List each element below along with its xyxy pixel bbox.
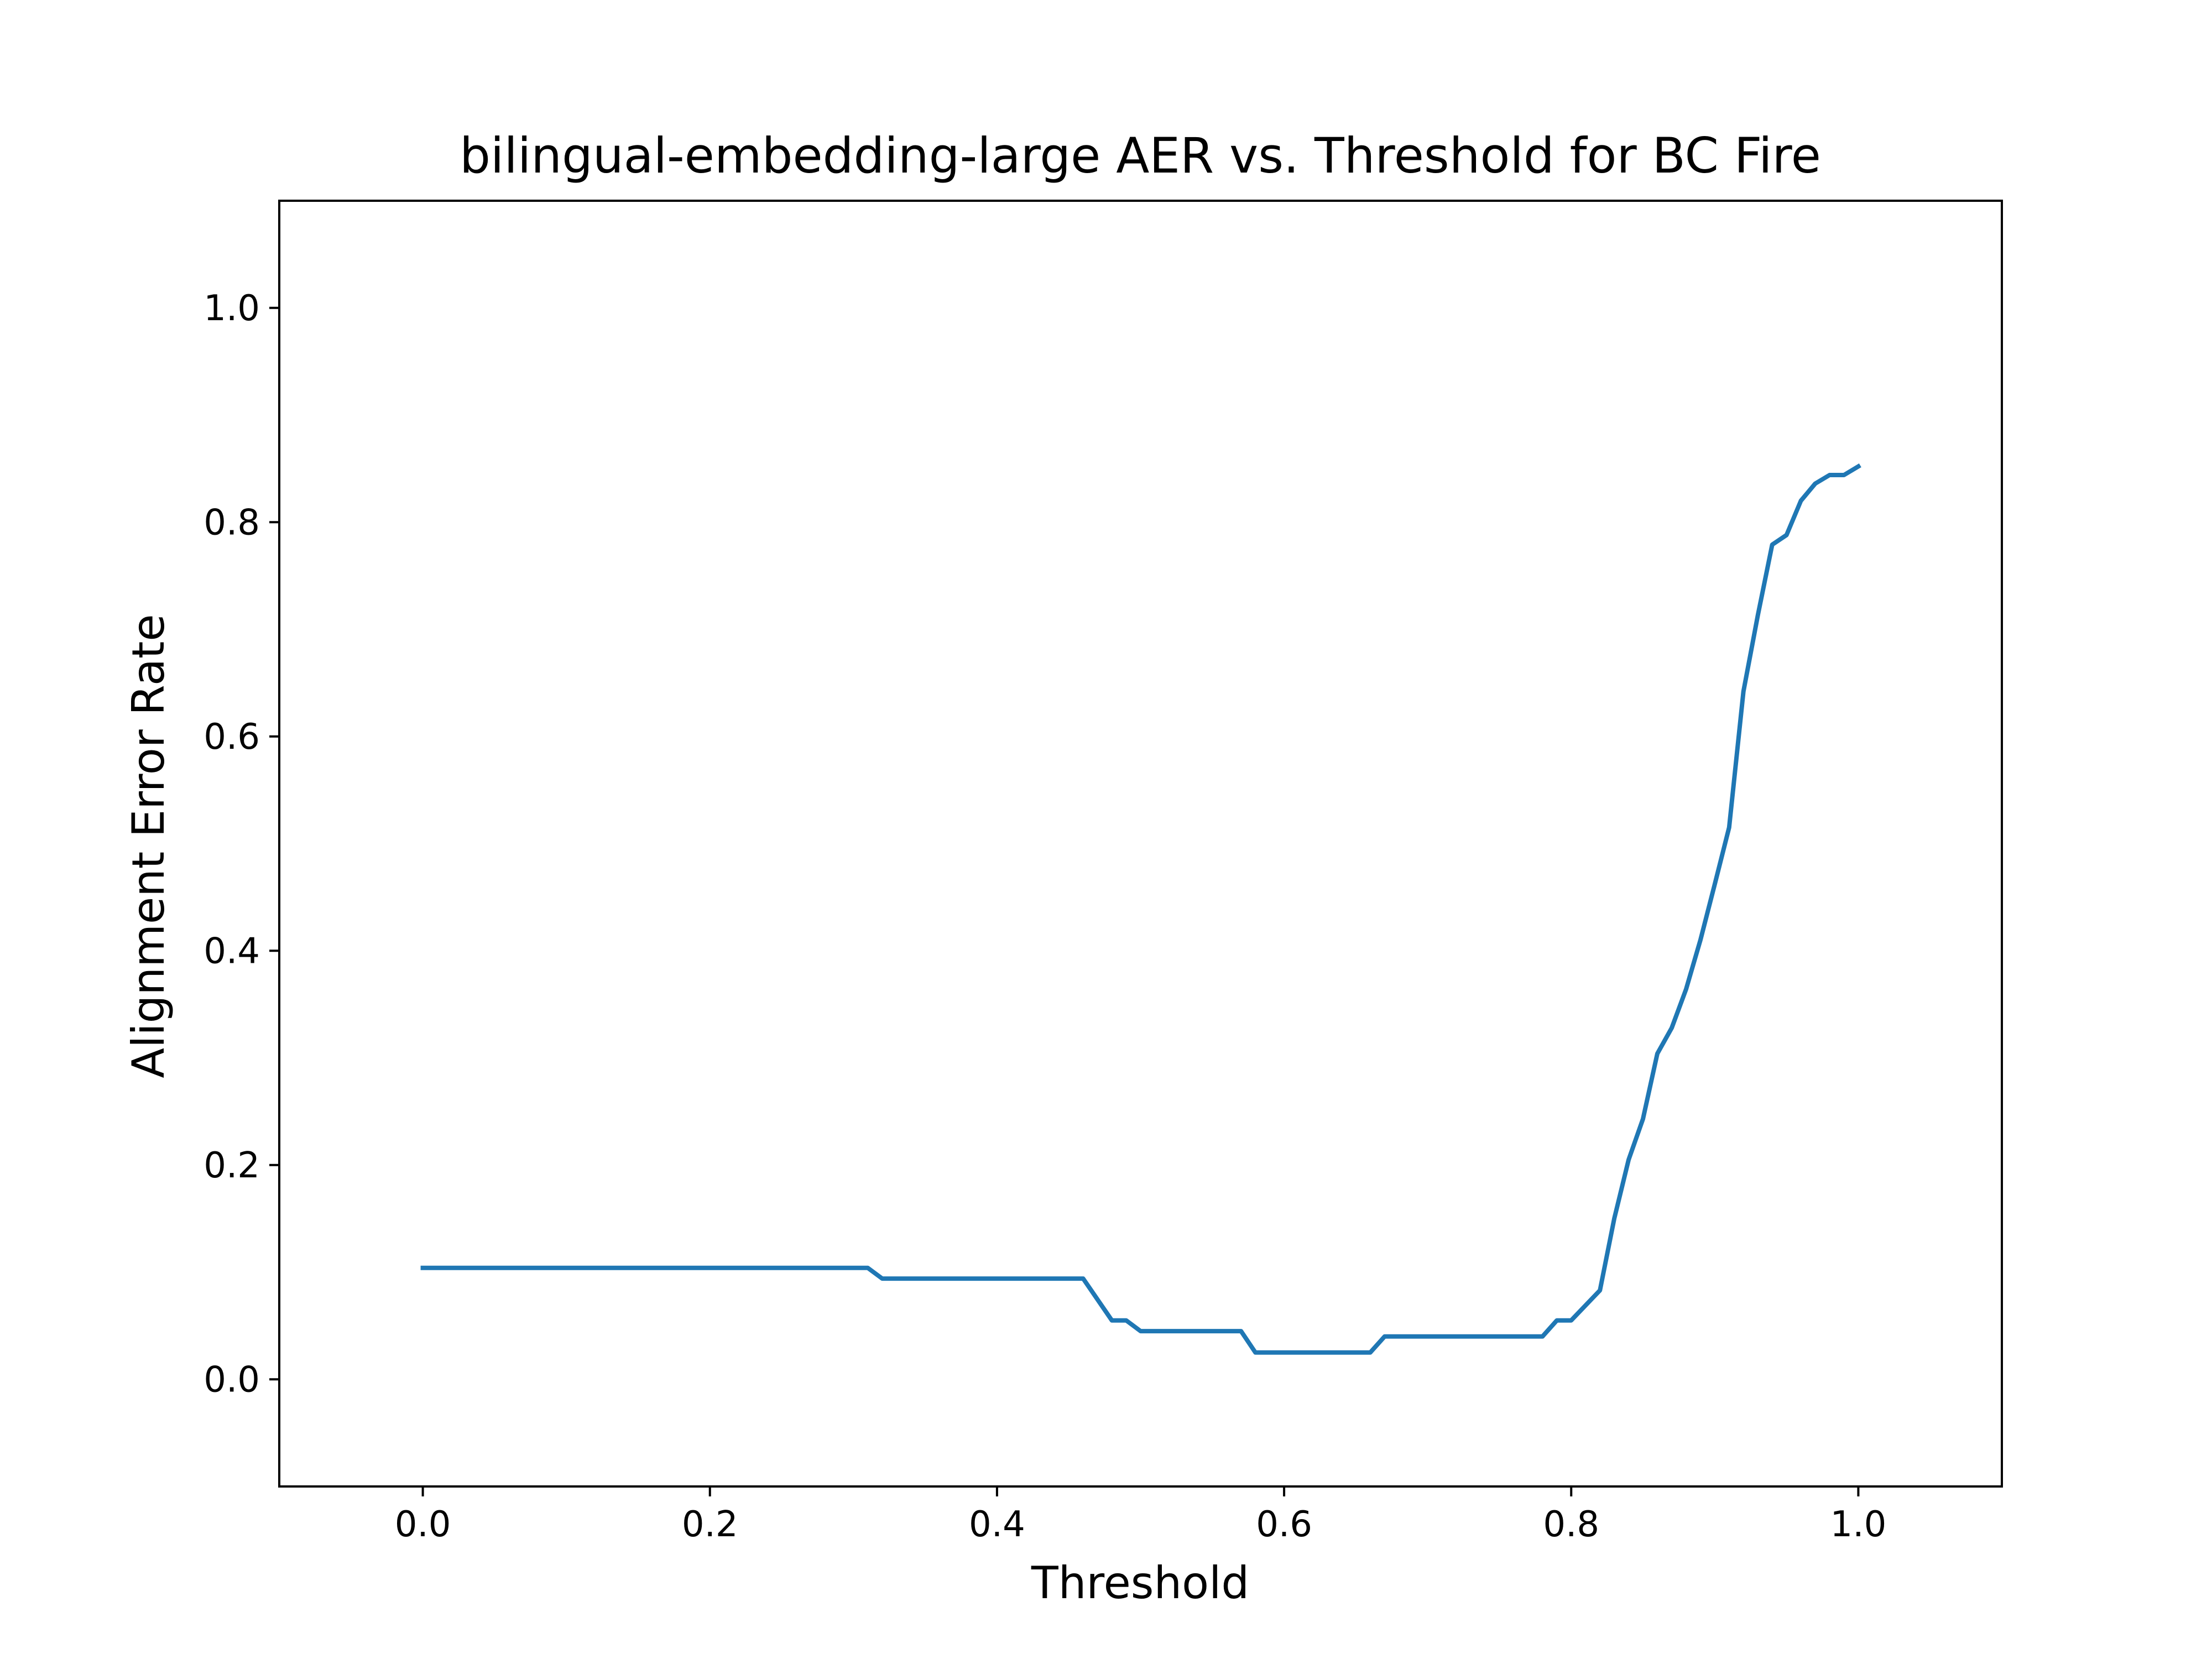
y-tick-label: 0.0 (204, 1359, 260, 1400)
ticks-group: 0.0 0.2 0.4 0.6 0.8 1.0 0.0 0.2 0.4 0.6 0.8 1.0 (204, 288, 1886, 1545)
y-tick-label: 0.2 (204, 1145, 260, 1186)
y-tick-label: 1.0 (204, 288, 260, 329)
x-axis-label: Threshold (1031, 1557, 1249, 1609)
chart-title: bilingual-embedding-large AER vs. Thresh… (460, 127, 1821, 184)
y-axis-label: Alignment Error Rate (123, 614, 174, 1078)
y-tick-label: 0.4 (204, 931, 260, 972)
plot-area-frame (278, 200, 2003, 1488)
x-tick-label: 0.6 (1256, 1504, 1312, 1545)
series-line (420, 463, 1861, 1355)
x-tick-label: 0.4 (969, 1504, 1025, 1545)
x-tick-label: 1.0 (1830, 1504, 1887, 1545)
x-tick-label: 0.2 (682, 1504, 738, 1545)
x-tick-label: 0.8 (1543, 1504, 1599, 1545)
y-tick-label: 0.8 (204, 502, 260, 543)
series-group (420, 463, 1861, 1355)
x-tick-label: 0.0 (395, 1504, 451, 1545)
y-tick-label: 0.6 (204, 717, 260, 758)
